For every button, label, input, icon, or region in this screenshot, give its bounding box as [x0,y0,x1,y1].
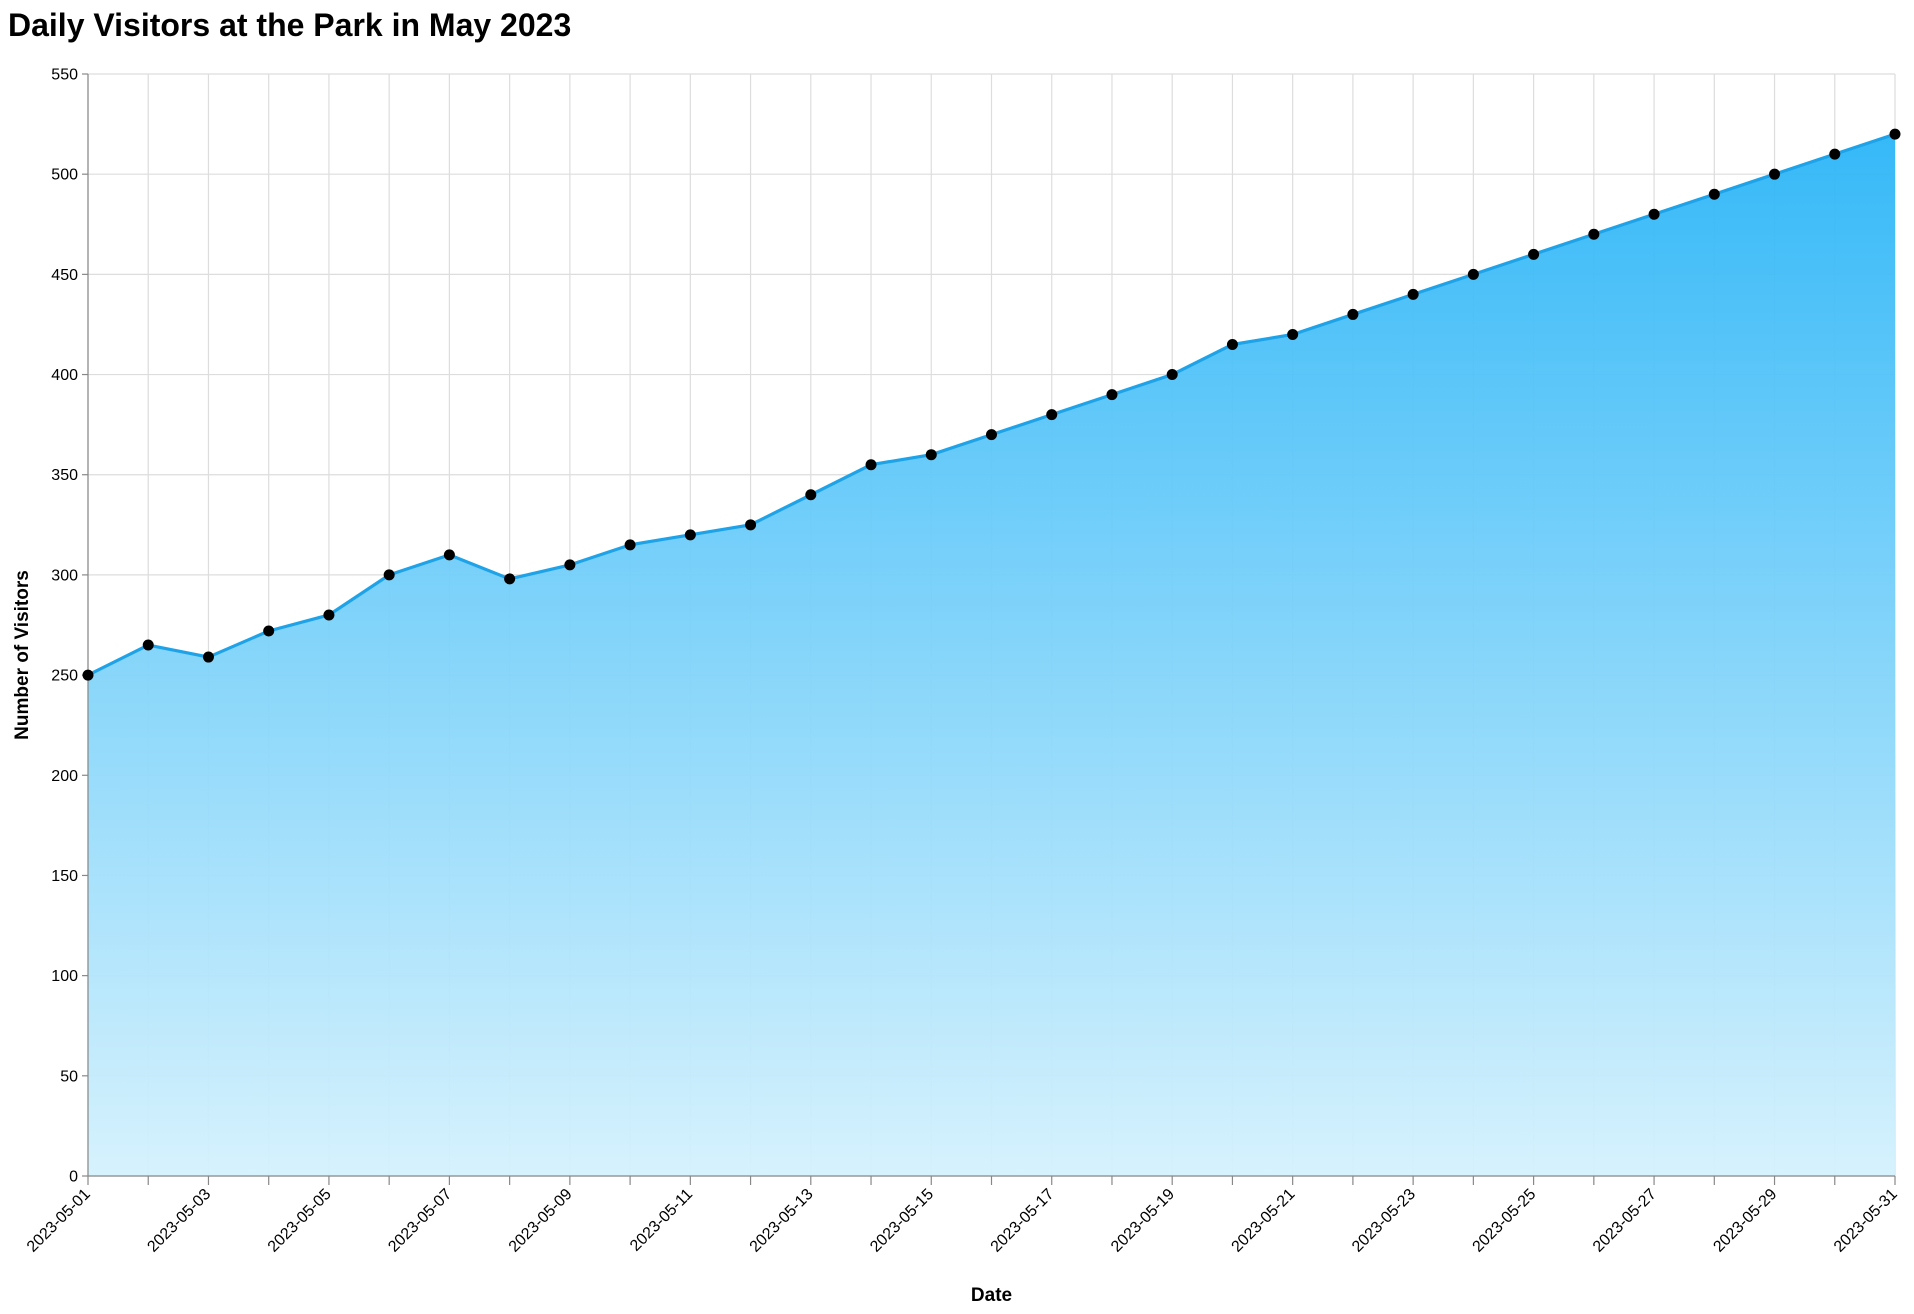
y-tick-label: 50 [60,1068,78,1085]
x-tick-label: 2023-05-01 [24,1186,94,1256]
x-tick-label: 2023-05-15 [867,1186,937,1256]
x-tick-label: 2023-05-09 [506,1186,576,1256]
data-point [323,609,335,621]
data-point [865,459,877,471]
data-point [1046,409,1058,421]
y-tick-label: 350 [51,467,78,484]
data-point [1708,188,1720,200]
data-point [202,651,214,663]
x-tick-label: 2023-05-27 [1590,1186,1660,1256]
data-point [805,489,817,501]
data-point [1407,288,1419,300]
chart-title: Daily Visitors at the Park in May 2023 [8,7,571,43]
x-tick-label: 2023-05-13 [747,1186,817,1256]
data-point [142,639,154,651]
y-tick-label: 200 [51,768,78,785]
x-tick-label: 2023-05-25 [1470,1186,1540,1256]
data-point [504,573,516,585]
data-point [82,669,94,681]
data-point [1287,328,1299,340]
data-point [1648,208,1660,220]
x-tick-label: 2023-05-03 [144,1186,214,1256]
x-tick-label: 2023-05-19 [1108,1186,1178,1256]
data-point [1467,268,1479,280]
x-tick-label: 2023-05-17 [988,1186,1058,1256]
y-tick-label: 150 [51,868,78,885]
data-point [1889,128,1901,140]
data-point [624,539,636,551]
data-point [443,549,455,561]
data-point [1106,389,1118,401]
x-tick-label: 2023-05-05 [265,1186,335,1256]
x-tick-label: 2023-05-23 [1349,1186,1419,1256]
y-tick-label: 300 [51,567,78,584]
x-tick-label: 2023-05-07 [385,1186,455,1256]
data-point [564,559,576,571]
y-tick-label: 100 [51,968,78,985]
x-tick-label: 2023-05-29 [1710,1186,1780,1256]
y-tick-label: 400 [51,367,78,384]
y-axis-title: Number of Visitors [12,570,33,740]
data-point [1166,369,1178,381]
data-point [1528,248,1540,260]
data-point [925,449,937,461]
x-axis-title: Date [971,1285,1012,1306]
area-fill [88,134,1895,1176]
y-tick-label: 550 [51,67,78,84]
data-point [1829,148,1841,160]
y-tick-label: 250 [51,668,78,685]
data-point [1347,308,1359,320]
y-tick-label: 0 [69,1169,78,1186]
data-point [1588,228,1600,240]
data-point [263,625,275,637]
y-tick-label: 450 [51,267,78,284]
data-point [745,519,757,531]
x-tick-label: 2023-05-11 [627,1186,696,1255]
x-tick-label: 2023-05-31 [1831,1186,1901,1256]
data-point [684,529,696,541]
data-point [383,569,395,581]
data-point [1226,338,1238,350]
data-points [82,128,1901,681]
data-point [986,429,997,441]
y-tick-label: 500 [51,167,78,184]
x-tick-label: 2023-05-21 [1229,1186,1299,1256]
data-point [1769,168,1781,180]
